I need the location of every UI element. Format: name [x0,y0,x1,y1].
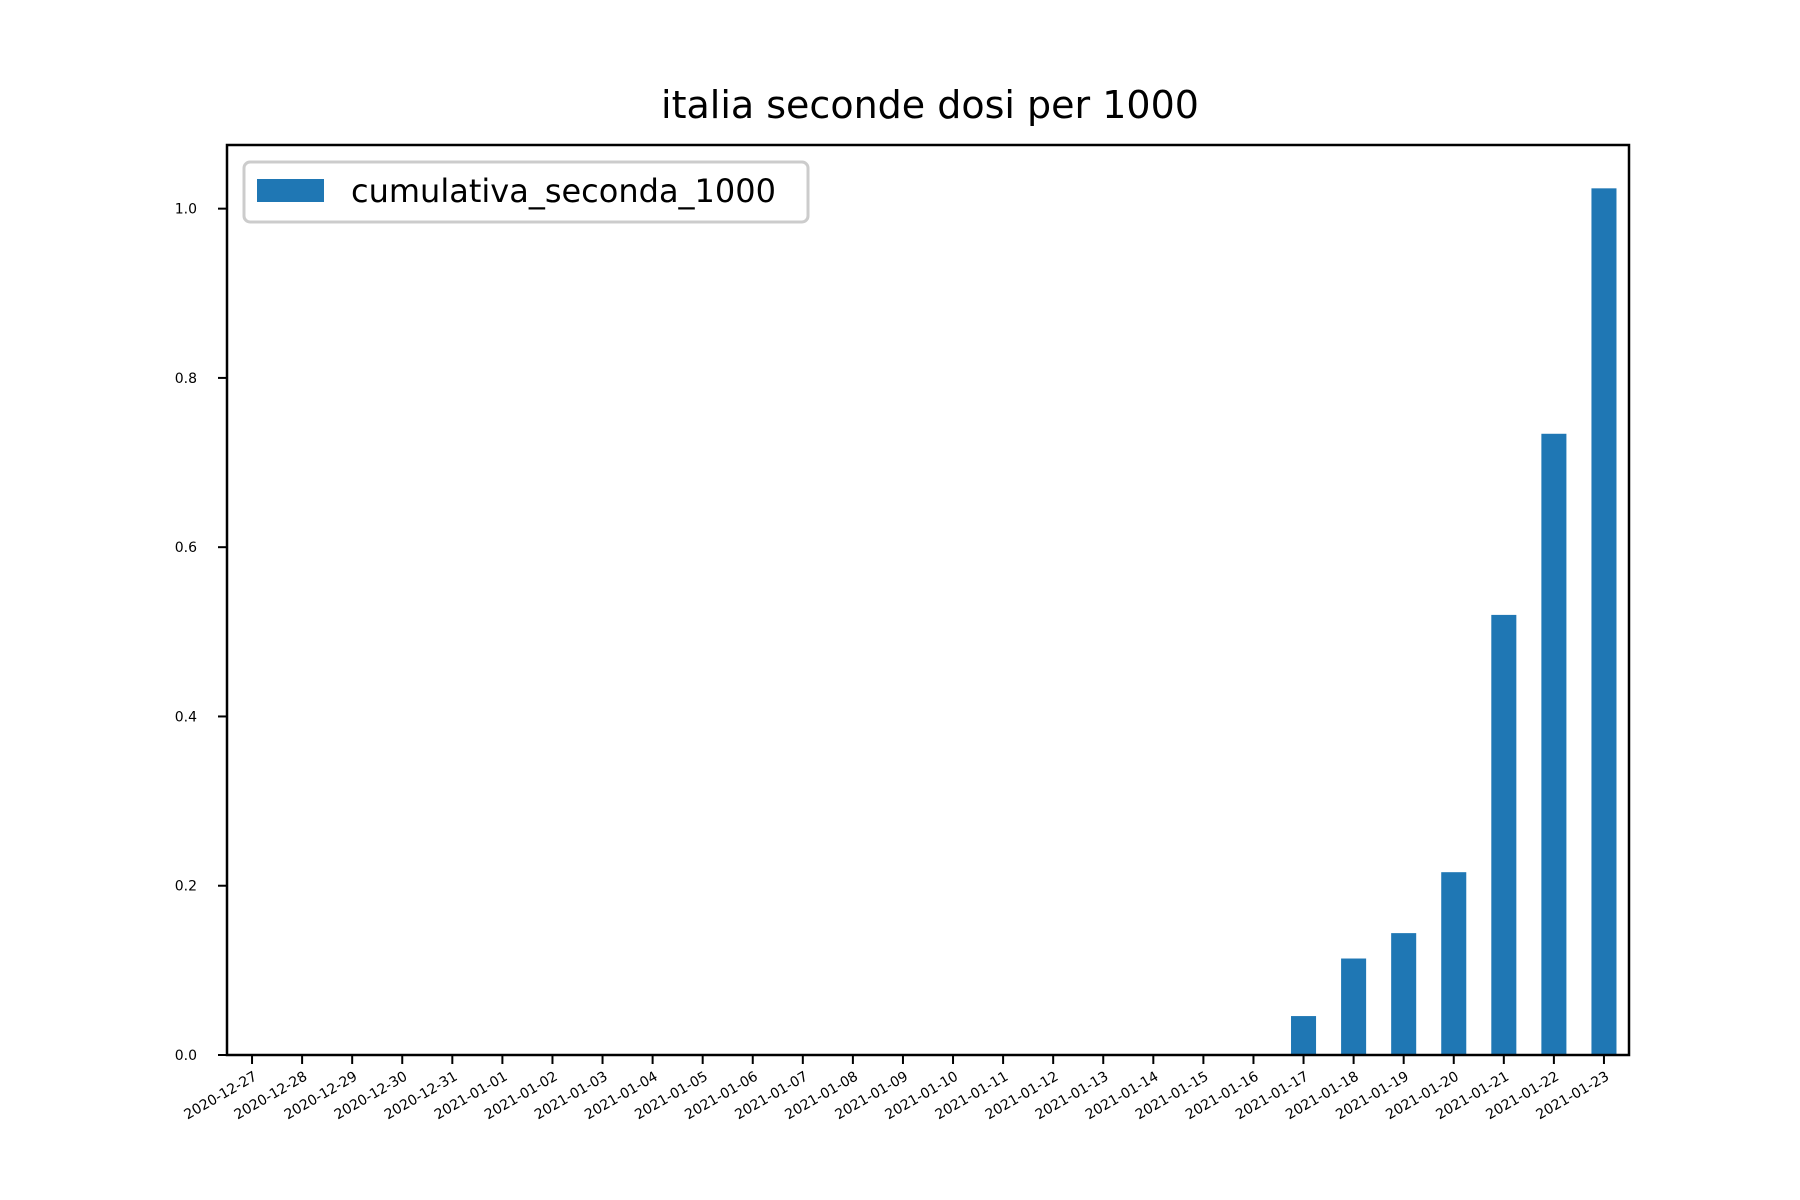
bar-2021-01-19 [1391,933,1417,1055]
legend-box [242,160,810,224]
legend-label: cumulativa_seconda_1000 [351,172,776,210]
bar-2021-01-20 [1441,872,1467,1055]
plot-frame [225,143,1631,1057]
bar-2021-01-17 [1291,1016,1317,1055]
bar-2021-01-21 [1491,614,1517,1055]
chart-title: italia seconde dosi per 1000 [661,83,1199,127]
bar-2021-01-22 [1541,433,1567,1056]
legend: cumulativa_seconda_1000 [242,160,810,224]
y-tick-label: 0.6 [175,540,197,556]
bars-group [1291,188,1617,1056]
y-tick-label: 0.8 [175,371,197,387]
y-tick-label: 1.0 [175,202,197,218]
legend-swatch [257,179,324,202]
y-axis: 0.0 0.2 0.4 0.6 0.8 1.0 [175,202,227,1064]
bar-2021-01-18 [1341,958,1367,1055]
y-tick-label: 0.2 [175,879,197,895]
x-axis: 2020-12-272020-12-282020-12-292020-12-30… [182,1055,1612,1123]
y-tick-label: 0.0 [175,1048,197,1064]
bar-2021-01-23 [1591,188,1617,1056]
y-tick-label: 0.4 [175,709,197,725]
